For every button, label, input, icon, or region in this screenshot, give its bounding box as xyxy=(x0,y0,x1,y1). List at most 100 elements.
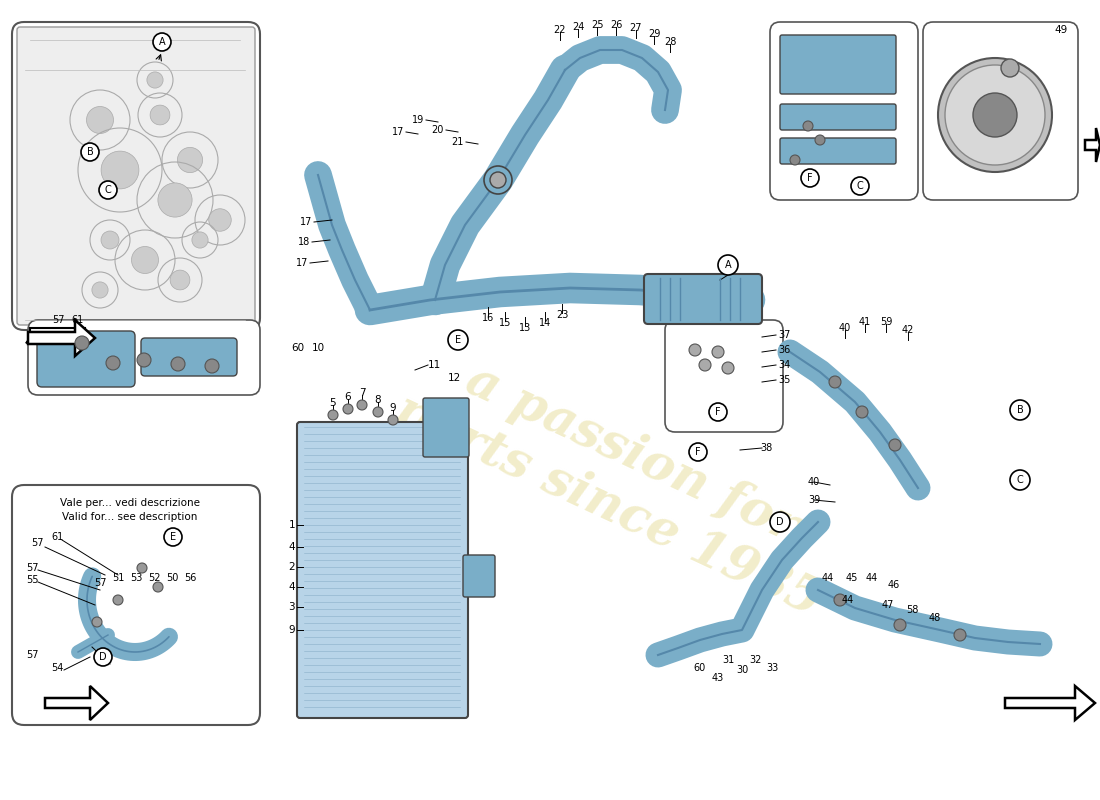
Text: 19: 19 xyxy=(411,115,424,125)
FancyBboxPatch shape xyxy=(28,320,260,395)
FancyBboxPatch shape xyxy=(770,22,918,200)
Text: A: A xyxy=(725,260,732,270)
Text: 7: 7 xyxy=(359,388,365,398)
Circle shape xyxy=(829,376,842,388)
Text: 25: 25 xyxy=(591,20,603,30)
Text: 33: 33 xyxy=(766,663,778,673)
Circle shape xyxy=(358,400,367,410)
Text: F: F xyxy=(807,173,813,183)
Circle shape xyxy=(132,246,158,274)
Circle shape xyxy=(101,231,119,249)
Circle shape xyxy=(205,359,219,373)
Text: 3: 3 xyxy=(288,602,295,612)
Text: 48: 48 xyxy=(928,613,942,623)
Text: 40: 40 xyxy=(808,477,821,487)
Circle shape xyxy=(448,330,468,350)
Text: 44: 44 xyxy=(842,595,854,605)
FancyBboxPatch shape xyxy=(37,331,135,387)
Circle shape xyxy=(106,356,120,370)
Text: 20: 20 xyxy=(431,125,444,135)
Circle shape xyxy=(722,362,734,374)
FancyBboxPatch shape xyxy=(780,35,896,94)
Text: 8: 8 xyxy=(375,395,382,405)
Text: 57: 57 xyxy=(31,538,43,548)
Text: 60: 60 xyxy=(694,663,706,673)
Text: 12: 12 xyxy=(448,373,461,383)
Text: 27: 27 xyxy=(629,23,642,33)
Text: 54: 54 xyxy=(51,663,63,673)
Text: 39: 39 xyxy=(808,495,821,505)
Circle shape xyxy=(712,346,724,358)
Text: 30: 30 xyxy=(736,665,748,675)
Circle shape xyxy=(101,151,139,189)
FancyBboxPatch shape xyxy=(644,274,762,324)
Circle shape xyxy=(790,155,800,165)
Text: 41: 41 xyxy=(859,317,871,327)
Text: 11: 11 xyxy=(428,360,441,370)
Circle shape xyxy=(92,282,108,298)
FancyBboxPatch shape xyxy=(141,338,236,376)
Text: 9: 9 xyxy=(288,625,295,635)
Circle shape xyxy=(815,135,825,145)
Text: 46: 46 xyxy=(888,580,900,590)
Text: E: E xyxy=(455,335,461,345)
Circle shape xyxy=(710,403,727,421)
Text: 29: 29 xyxy=(648,29,660,39)
Text: 56: 56 xyxy=(184,573,196,583)
Text: 6: 6 xyxy=(344,392,351,402)
Circle shape xyxy=(945,65,1045,165)
Text: 28: 28 xyxy=(663,37,676,47)
Text: 44: 44 xyxy=(866,573,878,583)
Text: 18: 18 xyxy=(298,237,310,247)
Text: 58: 58 xyxy=(905,605,918,615)
Text: 9: 9 xyxy=(389,403,396,413)
Text: A: A xyxy=(158,37,165,47)
Circle shape xyxy=(1001,59,1019,77)
Text: 44: 44 xyxy=(822,573,834,583)
Text: 31: 31 xyxy=(722,655,734,665)
Text: C: C xyxy=(1016,475,1023,485)
Circle shape xyxy=(113,595,123,605)
Text: 45: 45 xyxy=(846,573,858,583)
Circle shape xyxy=(689,344,701,356)
Text: 43: 43 xyxy=(712,673,724,683)
Text: 49: 49 xyxy=(1055,25,1068,35)
Text: 57: 57 xyxy=(25,563,39,573)
Polygon shape xyxy=(30,328,85,337)
Circle shape xyxy=(170,357,185,371)
Text: 57: 57 xyxy=(25,650,39,660)
Text: E: E xyxy=(169,532,176,542)
Circle shape xyxy=(150,105,169,125)
Circle shape xyxy=(856,406,868,418)
Text: 2: 2 xyxy=(288,562,295,572)
Text: 23: 23 xyxy=(556,310,569,320)
Circle shape xyxy=(490,172,506,188)
Text: 61: 61 xyxy=(51,532,63,542)
Circle shape xyxy=(343,404,353,414)
Text: 42: 42 xyxy=(902,325,914,335)
Circle shape xyxy=(170,270,190,290)
Text: 17: 17 xyxy=(299,217,312,227)
Circle shape xyxy=(191,232,208,248)
FancyBboxPatch shape xyxy=(424,398,469,457)
FancyBboxPatch shape xyxy=(923,22,1078,200)
Text: 38: 38 xyxy=(760,443,772,453)
Circle shape xyxy=(81,143,99,161)
Circle shape xyxy=(138,563,147,573)
Text: 13: 13 xyxy=(519,323,531,333)
Circle shape xyxy=(138,353,151,367)
Circle shape xyxy=(894,619,906,631)
Text: 32: 32 xyxy=(750,655,762,665)
Polygon shape xyxy=(1085,128,1100,162)
Circle shape xyxy=(938,58,1052,172)
Text: 50: 50 xyxy=(166,573,178,583)
Text: B: B xyxy=(87,147,94,157)
FancyBboxPatch shape xyxy=(666,320,783,432)
FancyBboxPatch shape xyxy=(297,422,468,718)
Circle shape xyxy=(153,33,170,51)
Polygon shape xyxy=(1005,686,1094,720)
Text: 5: 5 xyxy=(330,398,337,408)
Text: 34: 34 xyxy=(778,360,790,370)
Text: 21: 21 xyxy=(452,137,464,147)
Circle shape xyxy=(1010,470,1030,490)
